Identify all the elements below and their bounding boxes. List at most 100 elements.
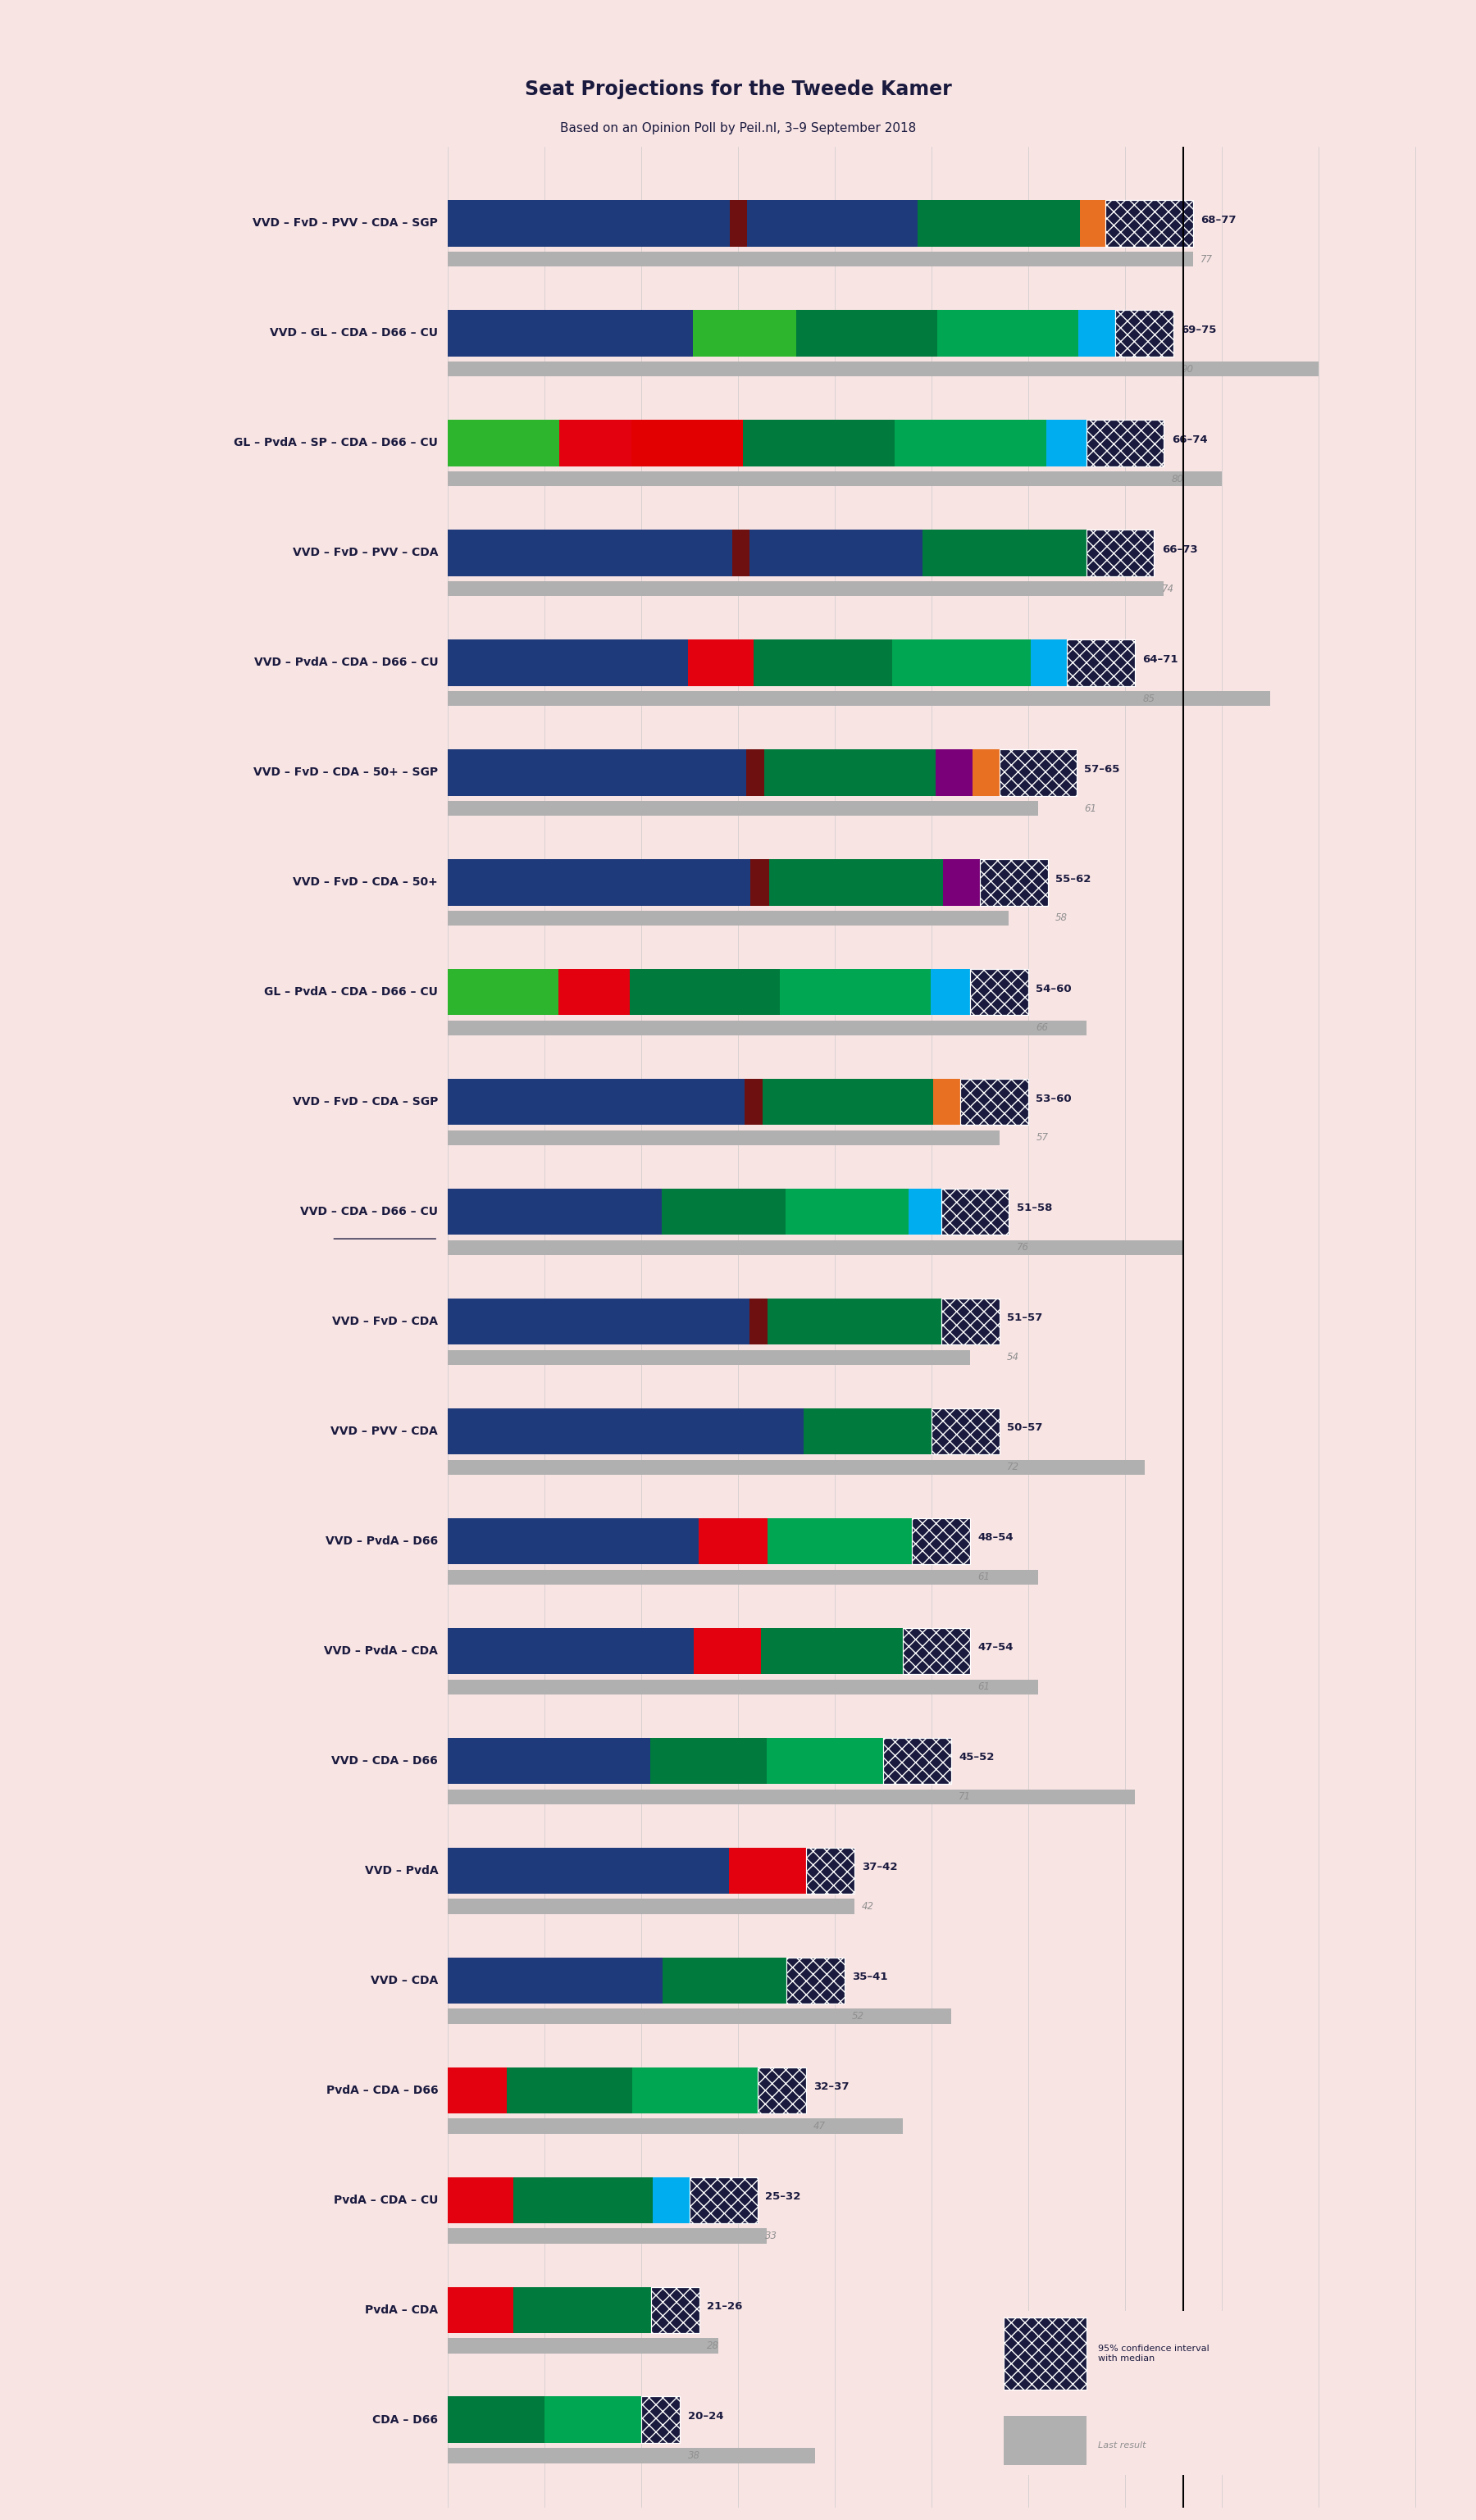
Text: VVD – CDA – D66: VVD – CDA – D66 [332,1754,438,1767]
Bar [652,2177,689,2223]
Bar [942,1298,999,1346]
Bar [931,1409,999,1454]
Bar [797,310,937,355]
Text: 61: 61 [979,1572,990,1583]
Bar [970,968,1029,1016]
Text: 77: 77 [1200,255,1213,265]
Text: PvdA – CDA – CU: PvdA – CDA – CU [334,2195,438,2205]
Bar [750,529,922,577]
Text: 57–65: 57–65 [1085,764,1120,774]
Bar [918,199,1080,247]
Bar [663,1958,787,2003]
Text: 57: 57 [1036,1131,1048,1144]
Bar [760,1628,902,1673]
Bar [630,968,781,1016]
Bar [1116,310,1173,355]
Bar [447,529,732,577]
Bar [447,910,1010,925]
Bar [447,1847,729,1895]
Text: 64–71: 64–71 [1142,653,1178,665]
Bar [785,1189,909,1235]
Text: VVD – PVV – CDA: VVD – PVV – CDA [331,1426,438,1436]
Bar [883,1739,951,1784]
Text: 69–75: 69–75 [1181,325,1216,335]
Bar [744,1079,763,1124]
Bar [514,2177,652,2223]
Bar [980,859,1048,905]
Bar [942,1189,1010,1235]
Bar [768,1298,942,1346]
Bar [447,1351,970,1366]
Bar [750,1298,768,1346]
Text: 50–57: 50–57 [1007,1424,1042,1434]
Bar [447,859,750,905]
Bar [787,1958,844,2003]
Bar [806,1847,855,1895]
Text: 90: 90 [1181,363,1194,375]
Bar [670,1409,804,1454]
Bar [1030,640,1067,685]
Bar [961,1079,1029,1124]
Text: 51–58: 51–58 [1017,1202,1052,1215]
Bar [1046,421,1086,466]
Bar [447,2008,951,2024]
Bar [447,1298,750,1346]
Bar [933,1079,961,1124]
Text: 61: 61 [979,1681,990,1693]
Bar [1004,2318,1086,2389]
Bar [688,640,754,685]
Bar [1086,421,1163,466]
Text: VVD – FvD – PVV – CDA: VVD – FvD – PVV – CDA [292,547,438,559]
Bar [745,748,765,796]
Bar [447,1240,1184,1255]
Bar [1080,199,1106,247]
Text: 55–62: 55–62 [1055,874,1091,885]
Text: PvdA – CDA: PvdA – CDA [365,2303,438,2316]
Bar [649,1739,766,1784]
Bar [768,1517,912,1565]
Bar [447,1678,1038,1693]
Bar [769,859,943,905]
Bar [1079,310,1116,355]
Bar [1004,2417,1086,2465]
Text: 20–24: 20–24 [688,2412,723,2422]
Bar [909,1189,942,1235]
Bar [1086,529,1154,577]
Bar [689,2177,757,2223]
Text: 52: 52 [852,2011,865,2021]
Bar [447,2286,514,2334]
Bar [692,310,797,355]
Text: 21–26: 21–26 [707,2301,742,2311]
Bar [973,748,999,796]
Bar [641,2397,680,2442]
Bar [447,2339,719,2354]
Bar [942,1189,1010,1235]
Bar [787,1958,844,2003]
Bar [447,1189,663,1235]
Text: 66–73: 66–73 [1162,544,1197,554]
Text: 37–42: 37–42 [862,1862,897,1872]
Bar [1004,2318,1086,2389]
Text: 66–74: 66–74 [1172,433,1207,446]
Bar [892,640,1030,685]
Bar [700,1517,768,1565]
Text: 74: 74 [1162,582,1173,595]
Bar [1067,640,1135,685]
Text: 35–41: 35–41 [852,1971,889,1983]
Text: VVD – FvD – CDA: VVD – FvD – CDA [332,1315,438,1328]
Text: 28: 28 [707,2341,719,2351]
Bar [942,1298,999,1346]
Bar [999,748,1076,796]
Bar [447,690,1271,706]
Bar [447,1628,694,1673]
Bar [931,1409,999,1454]
Text: 25–32: 25–32 [765,2192,800,2202]
Text: Seat Projections for the Tweede Kamer: Seat Projections for the Tweede Kamer [524,81,952,98]
Text: VVD – PvdA: VVD – PvdA [365,1865,438,1877]
Text: Last result: Last result [1098,2442,1147,2449]
Text: 45–52: 45–52 [958,1751,995,1764]
Bar [931,968,970,1016]
Text: 54: 54 [1007,1353,1020,1363]
Bar [883,1739,951,1784]
Bar [754,640,892,685]
